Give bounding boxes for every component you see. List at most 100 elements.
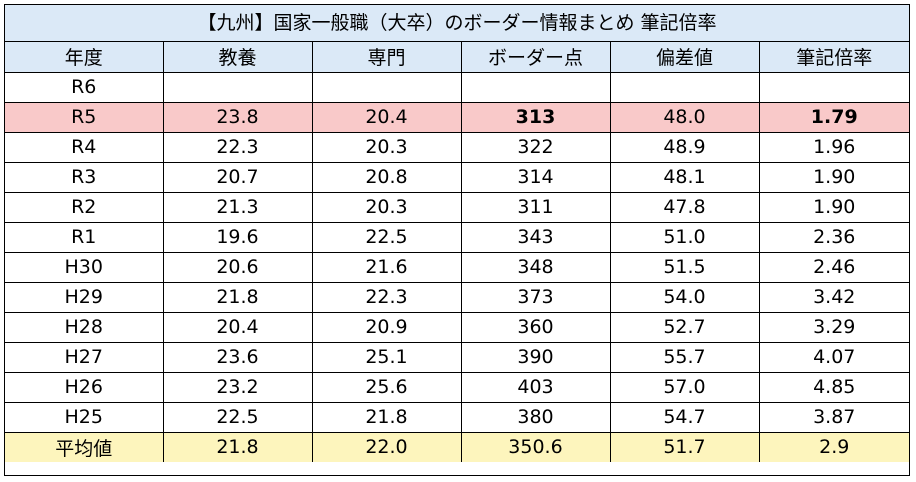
cell-border-score: 360 — [461, 312, 611, 343]
cell-border-score: 313 — [461, 102, 611, 133]
cell-average-label: 平均値 — [5, 432, 164, 462]
cell-specialized: 20.3 — [312, 192, 462, 223]
header-general-knowledge: 教養 — [163, 42, 313, 73]
table-row: H25 22.5 21.8 380 54.7 3.87 — [5, 402, 909, 433]
header-year: 年度 — [5, 42, 164, 73]
cell-written-ratio: 3.87 — [759, 402, 909, 433]
cell-specialized: 21.8 — [312, 402, 462, 433]
cell-specialized — [312, 72, 462, 103]
average-row: 平均値 21.8 22.0 350.6 51.7 2.9 — [5, 432, 909, 462]
cell-general-knowledge: 23.6 — [163, 342, 313, 373]
cell-deviation: 51.7 — [610, 432, 760, 462]
cell-border-score: 350.6 — [461, 432, 611, 462]
header-written-ratio: 筆記倍率 — [759, 42, 909, 73]
cell-general-knowledge: 19.6 — [163, 222, 313, 253]
table-row: R3 20.7 20.8 314 48.1 1.90 — [5, 162, 909, 193]
table-row: R2 21.3 20.3 311 47.8 1.90 — [5, 192, 909, 223]
cell-border-score: 380 — [461, 402, 611, 433]
border-info-table-sheet: 【九州】国家一般職（大卒）のボーダー情報まとめ 筆記倍率 年度 教養 専門 ボー… — [4, 4, 910, 476]
cell-deviation: 47.8 — [610, 192, 760, 223]
cell-written-ratio: 1.90 — [759, 192, 909, 223]
cell-border-score: 343 — [461, 222, 611, 253]
cell-specialized: 22.3 — [312, 282, 462, 313]
cell-written-ratio: 3.29 — [759, 312, 909, 343]
cell-specialized: 22.5 — [312, 222, 462, 253]
header-row: 年度 教養 専門 ボーダー点 偏差値 筆記倍率 — [5, 42, 909, 73]
cell-year: H27 — [5, 342, 164, 373]
cell-specialized: 25.6 — [312, 372, 462, 403]
cell-border-score — [461, 72, 611, 103]
cell-general-knowledge — [163, 72, 313, 103]
cell-general-knowledge: 21.8 — [163, 282, 313, 313]
cell-year: R6 — [5, 72, 164, 103]
cell-year: R5 — [5, 102, 164, 133]
cell-year: H29 — [5, 282, 164, 313]
header-specialized: 専門 — [312, 42, 462, 73]
cell-written-ratio — [759, 72, 909, 103]
cell-specialized: 20.8 — [312, 162, 462, 193]
cell-general-knowledge: 20.6 — [163, 252, 313, 283]
cell-written-ratio: 4.07 — [759, 342, 909, 373]
cell-written-ratio: 3.42 — [759, 282, 909, 313]
cell-written-ratio: 1.90 — [759, 162, 909, 193]
header-border-score: ボーダー点 — [461, 42, 611, 73]
table-row: R4 22.3 20.3 322 48.9 1.96 — [5, 132, 909, 163]
cell-general-knowledge: 20.4 — [163, 312, 313, 343]
table-row: H30 20.6 21.6 348 51.5 2.46 — [5, 252, 909, 283]
cell-deviation: 57.0 — [610, 372, 760, 403]
table-title: 【九州】国家一般職（大卒）のボーダー情報まとめ 筆記倍率 — [5, 5, 909, 42]
cell-deviation: 52.7 — [610, 312, 760, 343]
cell-specialized: 25.1 — [312, 342, 462, 373]
cell-written-ratio: 2.36 — [759, 222, 909, 253]
cell-written-ratio: 1.96 — [759, 132, 909, 163]
cell-border-score: 314 — [461, 162, 611, 193]
cell-general-knowledge: 22.3 — [163, 132, 313, 163]
cell-deviation: 48.1 — [610, 162, 760, 193]
cell-general-knowledge: 22.5 — [163, 402, 313, 433]
cell-general-knowledge: 23.2 — [163, 372, 313, 403]
cell-border-score: 403 — [461, 372, 611, 403]
cell-year: R4 — [5, 132, 164, 163]
cell-deviation: 48.0 — [610, 102, 760, 133]
cell-written-ratio: 2.46 — [759, 252, 909, 283]
table-row: H28 20.4 20.9 360 52.7 3.29 — [5, 312, 909, 343]
table-row: H29 21.8 22.3 373 54.0 3.42 — [5, 282, 909, 313]
cell-border-score: 348 — [461, 252, 611, 283]
cell-specialized: 22.0 — [312, 432, 462, 462]
cell-deviation — [610, 72, 760, 103]
cell-year: H26 — [5, 372, 164, 403]
cell-written-ratio: 2.9 — [759, 432, 909, 462]
cell-border-score: 322 — [461, 132, 611, 163]
cell-general-knowledge: 21.3 — [163, 192, 313, 223]
cell-deviation: 54.7 — [610, 402, 760, 433]
cell-specialized: 20.4 — [312, 102, 462, 133]
table-row: H26 23.2 25.6 403 57.0 4.85 — [5, 372, 909, 403]
border-info-table: 年度 教養 専門 ボーダー点 偏差値 筆記倍率 R6 R5 23.8 20.4 — [5, 42, 909, 462]
cell-border-score: 373 — [461, 282, 611, 313]
cell-specialized: 20.3 — [312, 132, 462, 163]
cell-year: H25 — [5, 402, 164, 433]
table-row-highlighted: R5 23.8 20.4 313 48.0 1.79 — [5, 102, 909, 133]
cell-deviation: 48.9 — [610, 132, 760, 163]
table-row: R1 19.6 22.5 343 51.0 2.36 — [5, 222, 909, 253]
header-deviation: 偏差値 — [610, 42, 760, 73]
cell-deviation: 55.7 — [610, 342, 760, 373]
table-row: H27 23.6 25.1 390 55.7 4.07 — [5, 342, 909, 373]
cell-general-knowledge: 23.8 — [163, 102, 313, 133]
cell-general-knowledge: 20.7 — [163, 162, 313, 193]
cell-year: H30 — [5, 252, 164, 283]
cell-written-ratio: 1.79 — [759, 102, 909, 133]
cell-deviation: 51.0 — [610, 222, 760, 253]
cell-border-score: 311 — [461, 192, 611, 223]
cell-year: R3 — [5, 162, 164, 193]
cell-written-ratio: 4.85 — [759, 372, 909, 403]
cell-border-score: 390 — [461, 342, 611, 373]
cell-general-knowledge: 21.8 — [163, 432, 313, 462]
cell-specialized: 20.9 — [312, 312, 462, 343]
table-row: R6 — [5, 72, 909, 103]
cell-deviation: 54.0 — [610, 282, 760, 313]
cell-year: R1 — [5, 222, 164, 253]
cell-deviation: 51.5 — [610, 252, 760, 283]
cell-specialized: 21.6 — [312, 252, 462, 283]
cell-year: H28 — [5, 312, 164, 343]
